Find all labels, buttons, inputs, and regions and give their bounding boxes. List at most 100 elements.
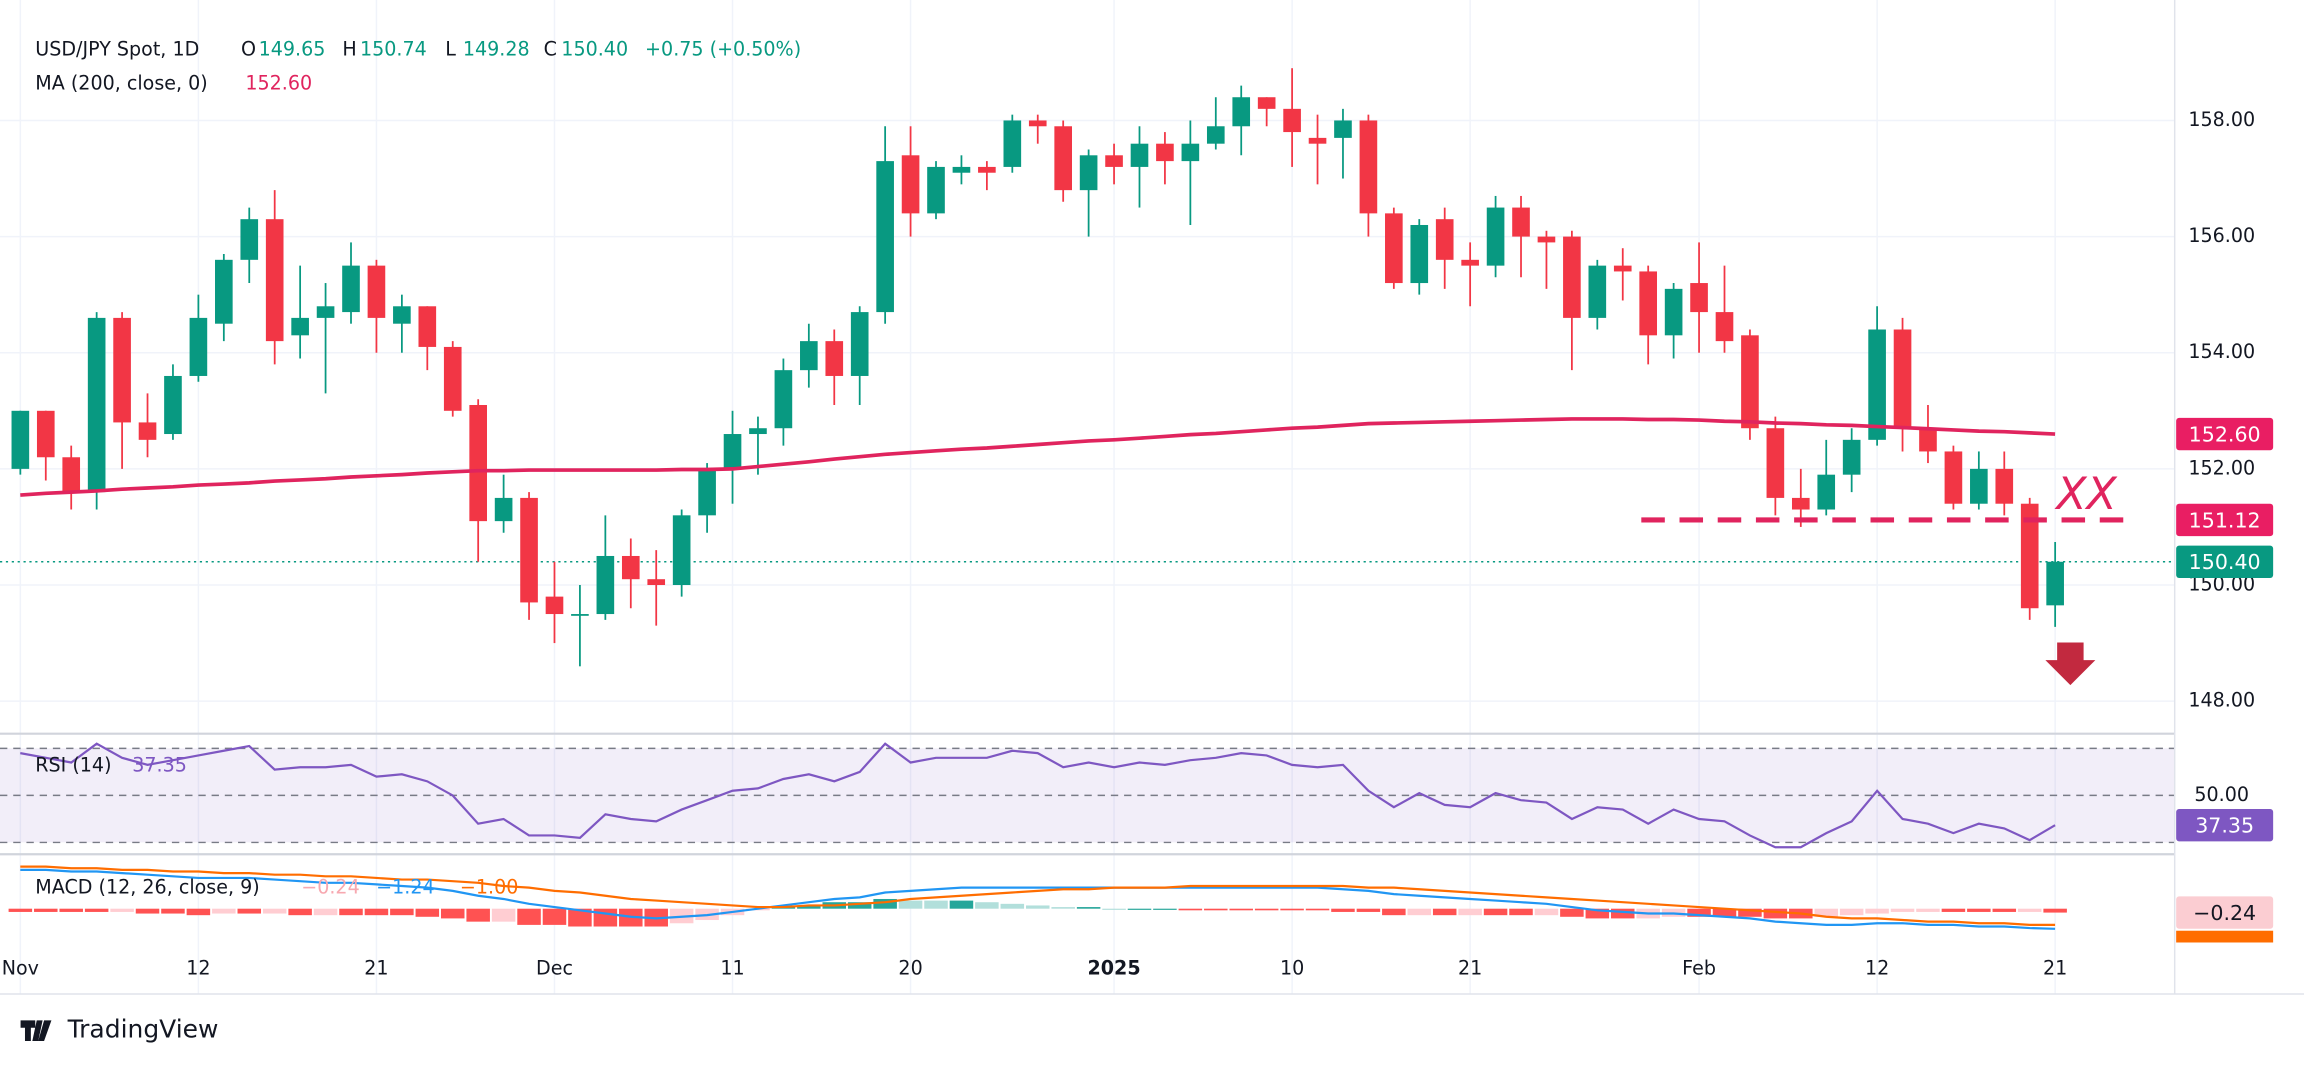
- annotation: XX: [2054, 469, 2117, 520]
- candle-body: [62, 457, 81, 493]
- macd-histogram-bar: [1941, 908, 1966, 912]
- candle-body: [1385, 213, 1403, 284]
- macd-histogram-bar: [390, 908, 414, 916]
- macd-histogram-bar: [1814, 908, 1838, 917]
- macd-histogram-bar: [1153, 908, 1177, 910]
- macd-histogram-bar: [1229, 908, 1253, 911]
- candle-body: [774, 370, 793, 429]
- candle-body: [1283, 108, 1301, 133]
- macd-histogram-bar: [1025, 905, 1050, 909]
- macd-histogram-bar: [949, 900, 974, 909]
- macd-histogram-bar: [161, 908, 185, 914]
- macd-histogram-bar: [1585, 908, 1610, 919]
- moving-average: [20, 417, 2056, 497]
- ma-tag-box: [2176, 417, 2274, 451]
- candle-body: [698, 468, 716, 516]
- macd-histogram-bar: [1305, 908, 1330, 911]
- x-tick-label: 20: [898, 956, 922, 979]
- macd-histogram-bar: [1382, 908, 1406, 916]
- ohlc-value: 149.65: [259, 37, 326, 60]
- macd-histogram-bar: [1407, 908, 1432, 916]
- macd-histogram-bar: [1458, 908, 1482, 916]
- macd-histogram-bar: [2017, 908, 2042, 912]
- candle-body: [1181, 143, 1200, 162]
- level-tag-box: [2176, 503, 2274, 537]
- macd-histogram-bar: [1992, 908, 2017, 912]
- ma-legend-value: 152.60: [245, 71, 312, 94]
- candle-body: [1919, 428, 1937, 452]
- candle-body: [749, 428, 767, 435]
- macd-histogram-bar: [313, 908, 338, 916]
- macd-histogram-bar: [797, 905, 821, 909]
- candle-body: [876, 161, 894, 313]
- candle-body: [647, 579, 666, 586]
- macd-histogram-bar: [1509, 908, 1533, 916]
- candle-body: [1690, 283, 1708, 313]
- last-price-tag: 150.40: [2189, 550, 2261, 574]
- candle-body: [1156, 143, 1174, 162]
- candle-body: [571, 614, 589, 616]
- rsi-tick-label: 50.00: [2194, 783, 2249, 806]
- candle-body: [978, 166, 996, 173]
- candle-body: [1944, 451, 1963, 504]
- macd-histogram-bar: [1254, 908, 1279, 911]
- candle-body: [265, 219, 284, 342]
- rsi-legend-value: 37.35: [132, 754, 187, 777]
- candle-body: [215, 259, 233, 324]
- candle-body: [1766, 428, 1785, 498]
- ma-tag: 152.60: [2189, 422, 2261, 446]
- candle-body: [443, 346, 462, 411]
- rsi-tag: 37.35: [2195, 814, 2254, 838]
- macd-histogram-bar: [466, 908, 490, 922]
- candle-body: [1868, 329, 1886, 440]
- candle-body: [1206, 126, 1225, 144]
- candle-body: [469, 404, 487, 522]
- macd-histogram-bar: [898, 900, 923, 909]
- axes: Nov 12 21 Dec 11 20 2025 10 21 Feb 12 21 148.00 150.0…: [2, 108, 2274, 979]
- macd-histogram-bar: [1738, 908, 1762, 917]
- candle-body: [1130, 143, 1149, 167]
- macd-histogram-bar: [1763, 908, 1788, 919]
- macd-histogram-bar: [1356, 908, 1381, 912]
- macd-histogram-bar: [568, 908, 592, 927]
- x-tick-label: 21: [2043, 956, 2067, 979]
- candle-body: [1842, 439, 1861, 475]
- macd-histogram-bar: [2043, 908, 2067, 913]
- down-arrow: [2045, 642, 2096, 686]
- macd-histogram-bar: [339, 908, 363, 916]
- macd-histogram-bar: [288, 908, 312, 916]
- candle-body: [1537, 236, 1556, 243]
- ma-legend: MA (200, close, 0): [35, 71, 208, 94]
- rsi-line: [20, 742, 2056, 849]
- macd-histogram-bar: [262, 908, 287, 914]
- level-tag: 151.12: [2189, 508, 2261, 532]
- macd-histogram-bar: [59, 908, 83, 912]
- y-tick-label: 156.00: [2188, 224, 2255, 247]
- y-tick-label: 154.00: [2188, 340, 2255, 363]
- y-tick-label: 158.00: [2188, 108, 2255, 131]
- x-tick-label: Feb: [1682, 956, 1716, 979]
- macd-legend: MACD (12, 26, close, 9): [35, 876, 259, 899]
- ohlc-value: 150.74: [360, 37, 427, 60]
- candle-body: [2020, 503, 2039, 609]
- candle-body: [621, 555, 640, 580]
- candle-body: [316, 306, 335, 318]
- macd-histogram-bar: [135, 908, 160, 914]
- candle-body: [418, 306, 437, 347]
- macd-histogram-bar: [8, 908, 33, 912]
- candle-body: [596, 555, 615, 615]
- candle-body: [1970, 468, 1988, 504]
- candle-body: [1791, 497, 1810, 510]
- x-tick-label: Nov: [2, 956, 39, 979]
- macd-histogram-bar: [440, 908, 465, 919]
- rsi-legend: RSI (14): [35, 754, 111, 777]
- brand: TradingView: [67, 1015, 219, 1044]
- macd-histogram-bar: [1102, 908, 1126, 910]
- macd-histogram-bar: [415, 908, 440, 917]
- candle-body: [1613, 265, 1632, 272]
- macd-histogram-bar: [1280, 908, 1304, 911]
- candle-body: [2046, 561, 2064, 606]
- macd-histogram-bar: [1127, 908, 1152, 910]
- macd-hist-tag-box: [2176, 896, 2274, 929]
